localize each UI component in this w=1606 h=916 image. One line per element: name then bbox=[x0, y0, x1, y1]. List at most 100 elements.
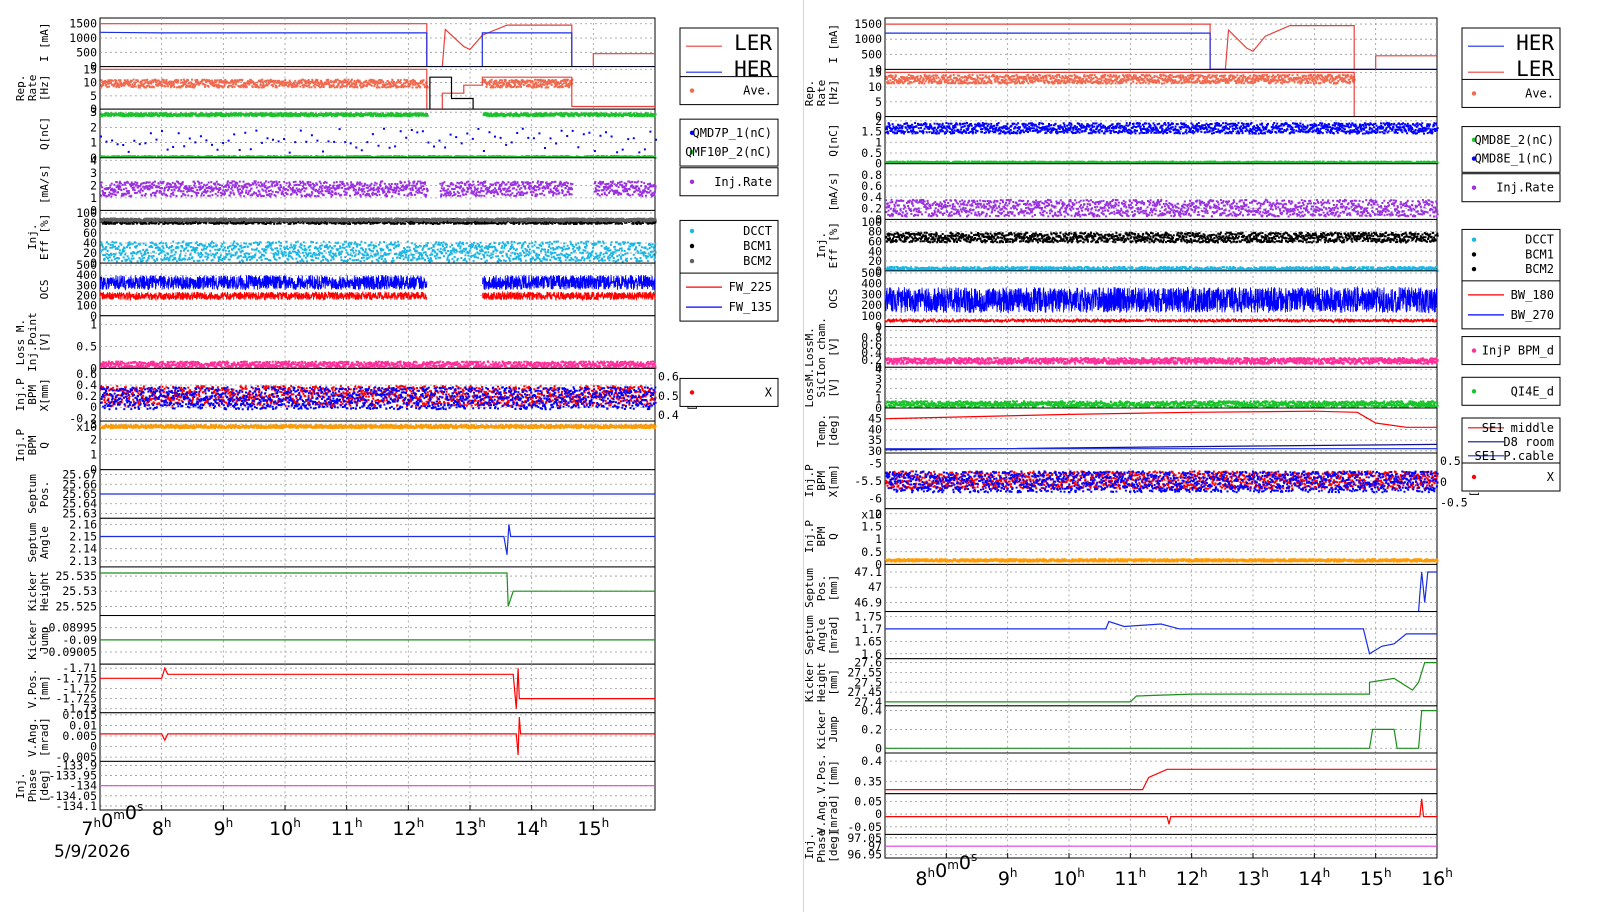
y-axis-label: Q[nC] bbox=[827, 124, 840, 157]
y-axis-label: Kicker bbox=[815, 709, 828, 749]
y-tick-label: 97 bbox=[868, 839, 882, 853]
panel-frame bbox=[99, 712, 656, 762]
x-tick-label: 15h bbox=[577, 816, 609, 840]
y-tick-label: 1.6 bbox=[861, 647, 882, 661]
y-axis-label: [mA/s] bbox=[38, 164, 51, 204]
y-tick-label: 200 bbox=[861, 298, 882, 312]
x-tick-label: 10h bbox=[1053, 866, 1085, 890]
y-axis-label: SiC bbox=[815, 378, 828, 398]
series-line bbox=[885, 620, 1437, 655]
panel-frame bbox=[884, 563, 1438, 613]
y-tick-label: 0.005 bbox=[62, 729, 97, 743]
panel-frame bbox=[884, 611, 1438, 660]
y-tick-label: x10 bbox=[76, 420, 97, 434]
x-tick-part: 8 bbox=[915, 868, 927, 890]
panel-frame bbox=[99, 17, 656, 68]
y-axis-label: Septum bbox=[26, 522, 39, 562]
legend-marker bbox=[1471, 389, 1477, 394]
x-tick-part: s bbox=[137, 800, 143, 814]
y-tick-label: -0.05 bbox=[847, 820, 882, 834]
y-tick-label: 500 bbox=[861, 266, 882, 280]
y-tick-label: 25.64 bbox=[62, 497, 97, 511]
legend-box bbox=[1461, 462, 1561, 492]
y-tick-label: 27.6 bbox=[854, 656, 882, 670]
legend-box bbox=[679, 219, 779, 275]
y-tick-label: 1000 bbox=[854, 32, 882, 46]
y-axis-label: LossM. bbox=[803, 368, 816, 408]
y-tick-label: 0.2 bbox=[861, 201, 882, 215]
y-tick-label: 100 bbox=[861, 309, 882, 323]
legend-marker bbox=[689, 228, 695, 234]
y-axis-label: Pos. bbox=[815, 575, 828, 602]
panel-injrate: 0.80.60.40.20 [mA/s] Inj.Rate bbox=[827, 163, 1561, 226]
y-axis-label: Eff [%] bbox=[827, 222, 840, 268]
series-noise bbox=[99, 274, 656, 291]
legend-box bbox=[679, 272, 779, 322]
x-tick-label: 9h bbox=[213, 816, 233, 840]
x-tick-part: h bbox=[602, 816, 610, 830]
y-tick-label: 20 bbox=[868, 254, 882, 268]
y-tick-label: -133.95 bbox=[49, 769, 97, 783]
x-tick-part: m bbox=[947, 858, 959, 872]
y-axis-label: LossM. bbox=[803, 327, 816, 367]
y-tick-label: 0.2 bbox=[861, 353, 882, 367]
y-tick-label: -5.5 bbox=[854, 474, 882, 488]
legend-box bbox=[1461, 336, 1561, 366]
y-tick-label: 0 bbox=[90, 151, 97, 165]
x-tick-label: 12h bbox=[1176, 866, 1208, 890]
series-dots bbox=[885, 198, 1439, 218]
y-axis-label: BPM bbox=[815, 471, 828, 491]
x-tick-text: 14h bbox=[516, 816, 548, 840]
legend-label: QMD8E_2(nC) bbox=[1475, 133, 1554, 147]
legend-label: BW_180 bbox=[1511, 288, 1554, 302]
y-tick-label: -5 bbox=[868, 456, 882, 470]
y-tick-label: 20 bbox=[83, 246, 97, 260]
x-tick-label: 8h bbox=[152, 816, 172, 840]
y-tick-label: 1 bbox=[90, 136, 97, 150]
series-dots bbox=[885, 356, 1439, 365]
series-line bbox=[100, 716, 655, 756]
legend-label: SE1 P.cable bbox=[1475, 449, 1554, 463]
y-axis-label: [mm] bbox=[38, 675, 51, 702]
y-tick-label: -0.005 bbox=[55, 750, 97, 764]
y-axis-label: [mrad] bbox=[827, 794, 840, 834]
y-tick-label: 1000 bbox=[69, 31, 97, 45]
y-tick-label: 80 bbox=[83, 216, 97, 230]
y-tick-label: 5 bbox=[90, 89, 97, 103]
y-axis-label: [mrad] bbox=[827, 615, 840, 655]
y-tick-label: 3 bbox=[90, 417, 97, 431]
y-tick-label: 27.4 bbox=[854, 695, 882, 709]
right-tick-label: 0.4 bbox=[658, 408, 679, 422]
y-axis-label: [mm] bbox=[827, 760, 840, 787]
y-tick-label: -0.08995 bbox=[42, 621, 97, 635]
x-tick-text: 14h bbox=[1298, 866, 1330, 890]
y-tick-label: 96.95 bbox=[847, 848, 882, 862]
y-axis-label: Inj. bbox=[815, 232, 828, 259]
legend-box bbox=[679, 377, 779, 407]
y-tick-label: x10 bbox=[861, 508, 882, 522]
x-tick-text: 8h bbox=[152, 816, 172, 840]
y-tick-label: 1.65 bbox=[854, 634, 882, 648]
legend-label: DCCT bbox=[1525, 233, 1554, 247]
y-tick-label: -1.72 bbox=[62, 681, 97, 695]
y-tick-label: 0 bbox=[90, 60, 97, 74]
y-axis-label: Height bbox=[38, 571, 51, 611]
y-axis-label: [V] bbox=[38, 332, 51, 352]
x-tick-label: 11h bbox=[331, 816, 363, 840]
legend-box bbox=[1461, 228, 1561, 283]
legend-marker bbox=[1471, 91, 1477, 96]
legend-label: QMD7P_1(nC) bbox=[693, 126, 772, 140]
y-tick-label: 1.5 bbox=[861, 125, 882, 139]
y-tick-label: -1.725 bbox=[55, 692, 97, 706]
x-tick-part: 0 bbox=[101, 810, 113, 832]
y-tick-label: 45 bbox=[868, 412, 882, 426]
y-tick-label: 100 bbox=[76, 206, 97, 220]
panel-kickj: 0.4 0.2 0 Kicker Jump bbox=[815, 704, 1438, 755]
y-tick-label: 0 bbox=[875, 62, 882, 76]
x-tick-part: h bbox=[1323, 866, 1331, 880]
legend: QMD8E_2(nC) QMD8E_1(nC) bbox=[1461, 126, 1561, 173]
